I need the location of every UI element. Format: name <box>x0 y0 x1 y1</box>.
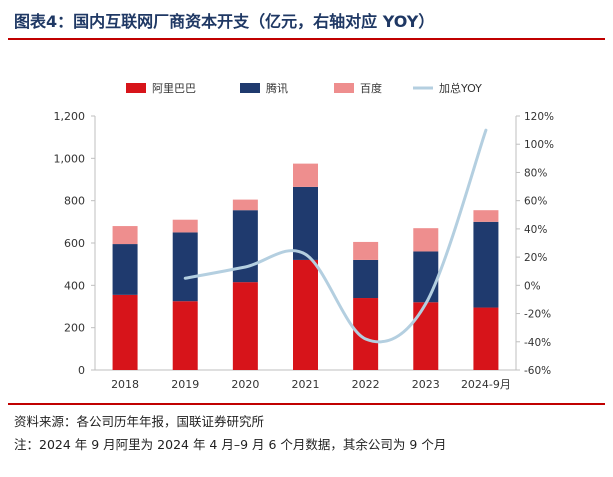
footer-divider <box>8 403 605 405</box>
bar-阿里巴巴 <box>473 307 499 370</box>
x-tick-label: 2018 <box>111 378 139 391</box>
legend-swatch-阿里巴巴 <box>126 83 146 93</box>
right-tick-label: 120% <box>524 111 554 123</box>
x-tick-label: 2022 <box>352 378 380 391</box>
x-tick-label: 2020 <box>231 378 259 391</box>
left-tick-label: 0 <box>78 364 85 377</box>
left-tick-label: 1,000 <box>54 152 86 165</box>
bar-百度 <box>112 226 138 245</box>
bar-百度 <box>232 199 258 211</box>
bar-阿里巴巴 <box>172 301 198 370</box>
legend-label: 阿里巴巴 <box>152 82 196 95</box>
x-tick-label: 2019 <box>171 378 199 391</box>
bar-阿里巴巴 <box>112 294 138 370</box>
title-divider <box>8 38 605 40</box>
left-tick-label: 800 <box>64 195 85 208</box>
title-bar: 图表4：国内互联网厂商资本开支（亿元，右轴对应 YOY） <box>0 0 613 40</box>
right-tick-label: -20% <box>524 309 551 321</box>
x-tick-label: 2024-9月 <box>461 378 511 391</box>
bar-阿里巴巴 <box>293 259 318 370</box>
left-tick-label: 600 <box>64 237 85 250</box>
right-tick-label: 0% <box>524 280 541 292</box>
bar-腾讯 <box>112 244 138 295</box>
right-tick-label: 100% <box>524 139 554 151</box>
bar-阿里巴巴 <box>413 302 439 370</box>
legend-swatch-百度 <box>334 83 354 93</box>
right-tick-label: 40% <box>524 224 547 236</box>
bar-腾讯 <box>353 259 379 299</box>
x-tick-label: 2021 <box>292 378 320 391</box>
bar-腾讯 <box>413 251 439 303</box>
bar-百度 <box>293 163 318 187</box>
left-tick-label: 400 <box>64 279 85 292</box>
legend-label: 百度 <box>360 81 382 95</box>
bar-腾讯 <box>172 232 198 302</box>
right-tick-label: 80% <box>524 167 547 179</box>
bar-百度 <box>473 210 499 222</box>
bar-腾讯 <box>232 210 258 283</box>
legend-label: 加总YOY <box>439 81 482 95</box>
bar-百度 <box>353 241 379 260</box>
right-tick-label: 60% <box>524 196 547 208</box>
bar-百度 <box>413 228 439 252</box>
right-tick-label: 20% <box>524 252 547 264</box>
bar-百度 <box>172 219 198 233</box>
source-note: 资料来源：各公司历年年报，国联证券研究所 <box>14 414 265 429</box>
bar-腾讯 <box>293 186 318 260</box>
x-tick-label: 2023 <box>412 378 440 391</box>
legend-swatch-腾讯 <box>240 83 260 93</box>
right-tick-label: -60% <box>524 365 551 377</box>
left-tick-label: 1,200 <box>54 110 86 123</box>
bar-腾讯 <box>473 221 499 308</box>
capex-chart: 0 200 400 600 800 1,000 1,200 -60% -40% -20% 0% 20%… <box>54 81 555 391</box>
legend-label: 腾讯 <box>266 81 288 95</box>
right-tick-label: -40% <box>524 337 551 349</box>
chart-title: 图表4：国内互联网厂商资本开支（亿元，右轴对应 YOY） <box>14 12 435 31</box>
left-tick-label: 200 <box>64 322 85 335</box>
yoy-line <box>183 128 488 344</box>
bar-阿里巴巴 <box>232 282 258 370</box>
footnote: 注：2024 年 9 月阿里为 2024 年 4 月–9 月 6 个月数据，其余… <box>14 437 447 452</box>
